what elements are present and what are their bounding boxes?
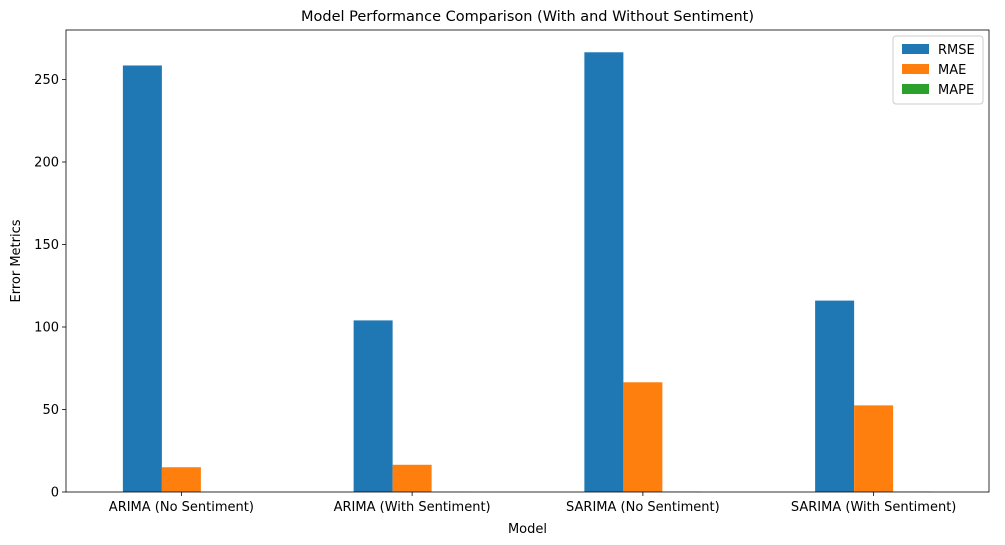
legend-label-mape: MAPE: [938, 83, 974, 98]
chart-title: Model Performance Comparison (With and W…: [301, 9, 754, 25]
bar-rmse: [122, 65, 162, 492]
y-axis: 0 50 100 150 200 250: [34, 73, 66, 501]
y-tick-label: 100: [34, 321, 59, 336]
legend-label-mae: MAE: [938, 63, 966, 78]
legend: RMSE MAE MAPE: [892, 35, 984, 105]
bar-mae: [161, 467, 201, 492]
bar-mae: [392, 464, 432, 492]
legend-swatch-mape: [902, 84, 929, 94]
x-tick-label: SARIMA (With Sentiment): [791, 500, 956, 515]
legend-swatch-rmse: [902, 44, 929, 54]
y-tick-label: 200: [34, 156, 59, 171]
bar-rmse: [815, 300, 855, 492]
y-tick-label: 50: [42, 403, 59, 418]
bar-rmse: [353, 320, 393, 492]
bars-group: [122, 52, 933, 493]
y-axis-title: Error Metrics: [9, 219, 24, 302]
bar-rmse: [584, 52, 624, 493]
y-tick-label: 250: [34, 73, 59, 88]
y-tick-label: 150: [34, 238, 59, 253]
x-axis-title: Model: [508, 522, 547, 537]
y-tick-label: 0: [51, 486, 59, 501]
x-axis: ARIMA (No Sentiment) ARIMA (With Sentimen…: [109, 492, 956, 515]
bar-mae: [854, 405, 894, 492]
bar-mae: [623, 382, 663, 492]
legend-swatch-mae: [902, 64, 929, 74]
legend-label-rmse: RMSE: [938, 43, 975, 58]
x-tick-label: ARIMA (No Sentiment): [109, 500, 254, 515]
x-tick-label: ARIMA (With Sentiment): [334, 500, 491, 515]
plot-frame: [65, 29, 990, 493]
x-tick-label: SARIMA (No Sentiment): [566, 500, 720, 515]
